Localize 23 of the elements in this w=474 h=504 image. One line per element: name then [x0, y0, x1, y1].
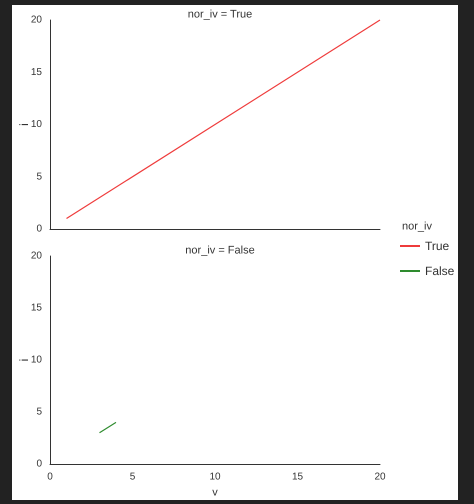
x-tick-label: 20: [374, 472, 386, 482]
x-tick-label: 0: [47, 472, 54, 482]
y-tick-label: 0: [36, 458, 42, 470]
y-axis-title: i: [17, 358, 31, 362]
chart-title: nor_iv = True: [188, 8, 252, 20]
x-tick-label: 10: [209, 472, 221, 482]
y-tick-label: 15: [30, 302, 42, 314]
x-tick-label: 5: [130, 472, 136, 482]
legend-label: False: [425, 264, 455, 278]
x-axis-title: v: [212, 486, 218, 498]
y-tick-label: 0: [36, 224, 42, 234]
y-tick-label: 5: [36, 171, 42, 182]
y-tick-label: 10: [30, 354, 42, 366]
y-axis-title: i: [17, 123, 31, 126]
chart-title: nor_iv = False: [185, 244, 255, 256]
x-tick-label: 15: [292, 472, 304, 482]
y-tick-label: 15: [30, 66, 42, 78]
y-tick-label: 20: [30, 14, 42, 26]
legend-label: True: [425, 239, 450, 253]
y-tick-label: 5: [36, 406, 42, 418]
legend-title: nor_iv: [402, 220, 432, 232]
y-tick-label: 20: [30, 250, 42, 262]
y-tick-label: 10: [30, 119, 42, 130]
